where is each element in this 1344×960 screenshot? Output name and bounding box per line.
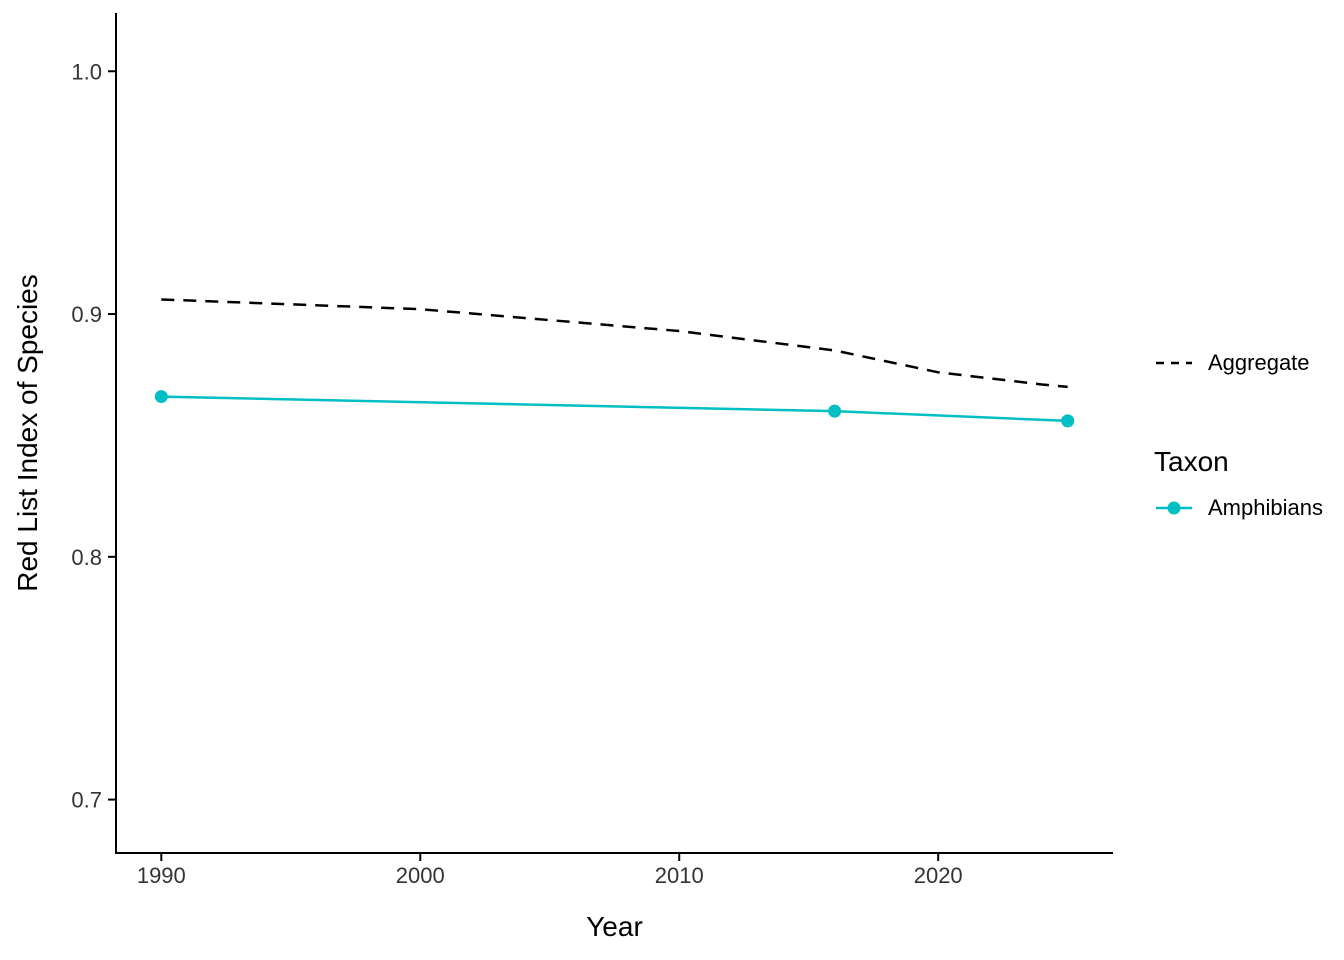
legend-taxon-title: Taxon [1154, 446, 1229, 477]
legend-item-amphibians: Amphibians [1154, 492, 1323, 524]
series-line-amphibians [161, 395, 1068, 423]
x-axis-title: Year [586, 911, 643, 942]
y-tick-label: 0.9 [71, 302, 102, 327]
y-tick-label: 0.7 [71, 788, 102, 813]
x-tick-label: 1990 [137, 863, 186, 888]
y-tick-label: 0.8 [71, 545, 102, 570]
data-point-amphibians [154, 390, 168, 404]
x-tick-label: 2000 [396, 863, 445, 888]
legend-item-aggregate: Aggregate [1154, 347, 1310, 379]
x-tick-label: 2020 [914, 863, 963, 888]
series-line-aggregate [161, 298, 1068, 389]
legend-item-label-aggregate: Aggregate [1208, 350, 1310, 375]
data-point-amphibians [828, 404, 842, 418]
x-tick-label: 2010 [655, 863, 704, 888]
line-dot-icon [1156, 501, 1192, 515]
line-dot-icon-dot [1167, 501, 1181, 515]
legend-item-label-amphibians: Amphibians [1208, 495, 1323, 520]
y-tick-label: 1.0 [71, 59, 102, 84]
data-point-amphibians [1061, 414, 1075, 428]
dashed-line-icon [1156, 361, 1192, 365]
y-axis-title: Red List Index of Species [12, 274, 43, 592]
